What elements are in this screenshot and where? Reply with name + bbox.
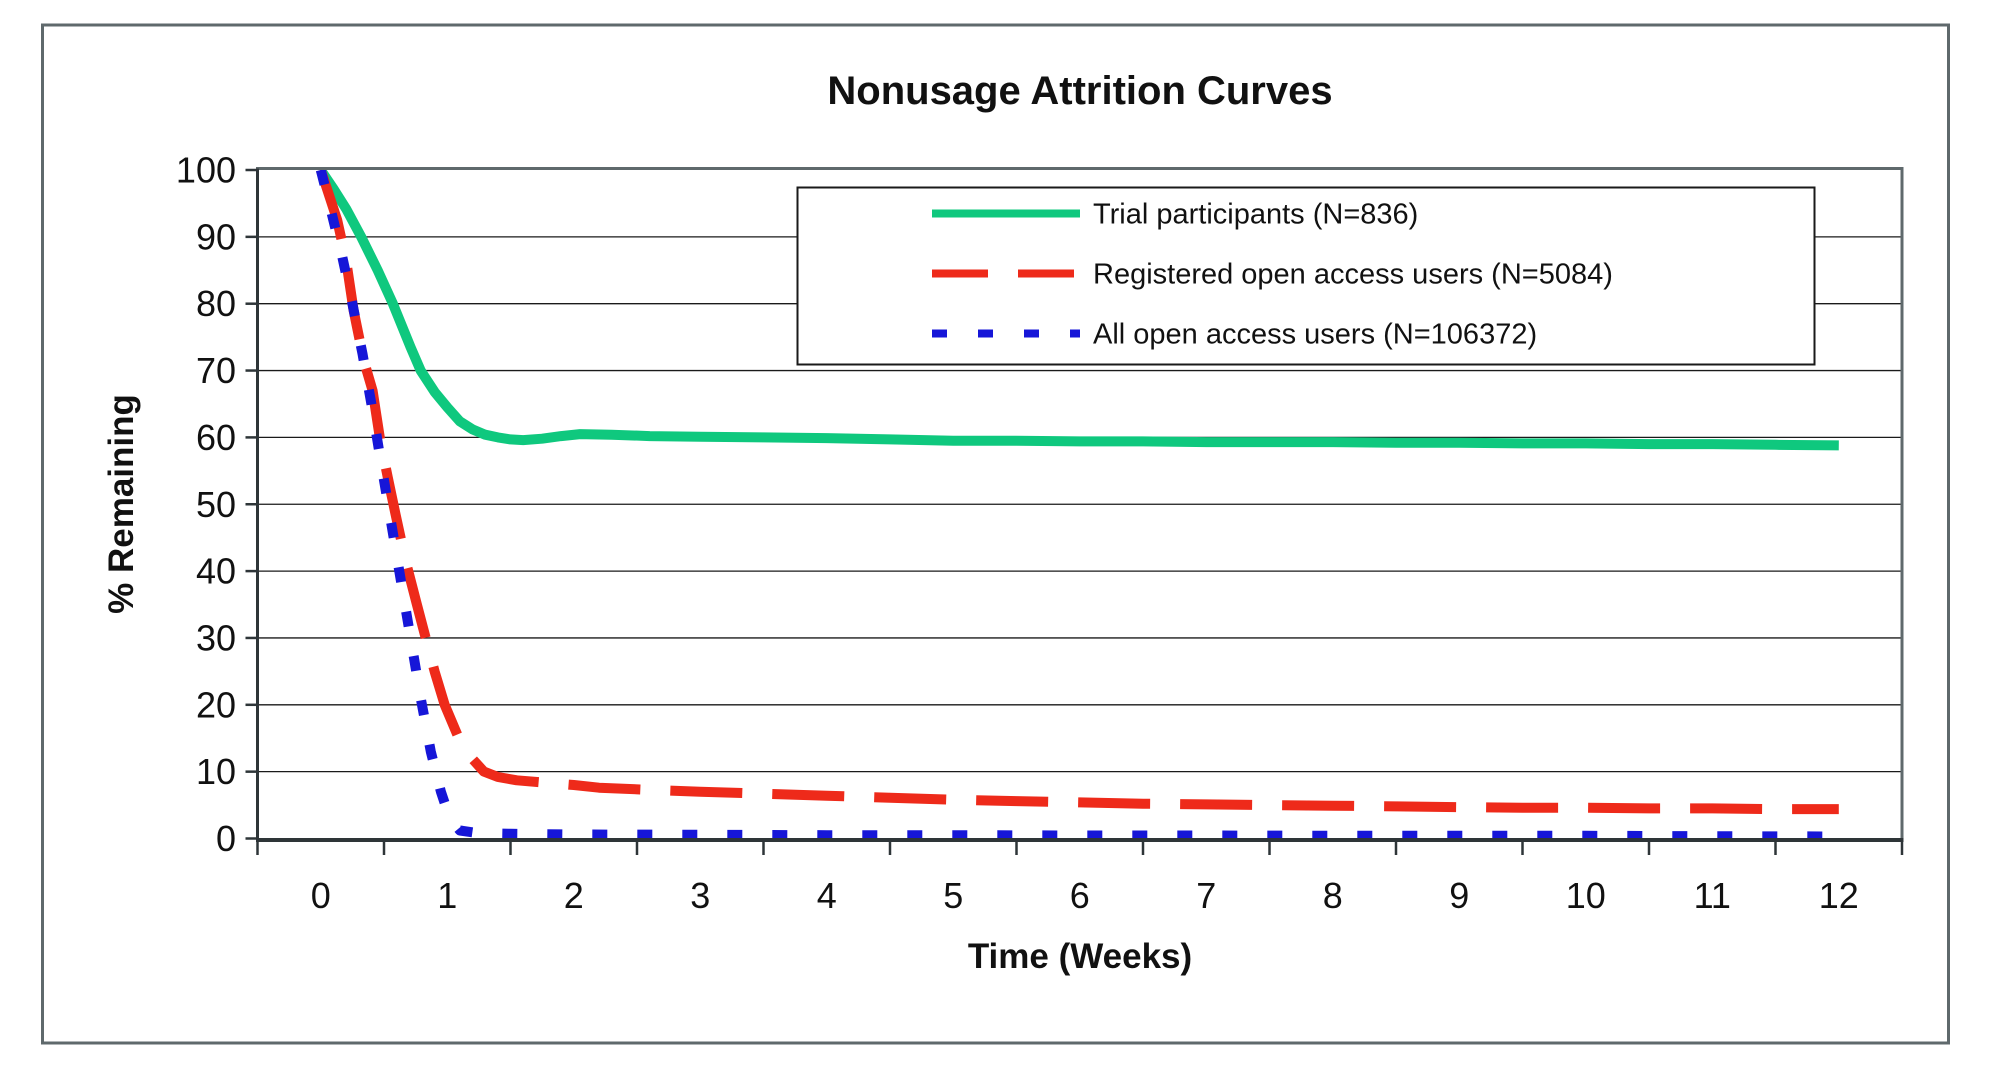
y-tick-label-70: 70 <box>196 350 236 391</box>
x-tick-label-6: 6 <box>1070 875 1090 916</box>
y-tick-label-40: 40 <box>196 551 236 592</box>
y-tick-label-30: 30 <box>196 617 236 658</box>
y-tick-label-90: 90 <box>196 216 236 257</box>
x-tick-label-3: 3 <box>690 875 710 916</box>
legend-label-1: Registered open access users (N=5084) <box>1093 259 1613 291</box>
x-tick-label-7: 7 <box>1196 875 1216 916</box>
y-tick-label-0: 0 <box>216 818 236 859</box>
x-tick-label-5: 5 <box>943 875 963 916</box>
x-tick-label-11: 11 <box>1694 875 1731 916</box>
series-line-2 <box>315 168 1839 842</box>
legend: Trial participants (N=836) Registered ope… <box>796 186 1816 366</box>
y-tick-label-100: 100 <box>176 150 236 191</box>
x-axis-title: Time (Weeks) <box>968 937 1192 976</box>
y-tick-label-80: 80 <box>196 283 236 324</box>
x-tick-label-12: 12 <box>1819 875 1859 916</box>
x-tick-label-2: 2 <box>564 875 584 916</box>
series-lines <box>315 167 1839 842</box>
legend-label-2: All open access users (N=106372) <box>1093 319 1537 351</box>
y-tick-label-60: 60 <box>196 417 236 458</box>
x-tick-label-9: 9 <box>1449 875 1469 916</box>
figure-border <box>41 23 1950 1045</box>
chart-title: Nonusage Attrition Curves <box>827 69 1332 113</box>
x-tick-label-0: 0 <box>311 875 331 916</box>
series-line-1 <box>316 168 1839 815</box>
axis-ticks <box>245 168 1904 855</box>
y-tick-label-50: 50 <box>196 484 236 525</box>
x-tick-label-4: 4 <box>817 875 837 916</box>
x-tick-label-10: 10 <box>1566 875 1606 916</box>
series-line-0 <box>316 167 1839 451</box>
x-tick-label-8: 8 <box>1323 875 1343 916</box>
y-tick-label-20: 20 <box>196 684 236 725</box>
y-axis-title: % Remaining <box>102 394 141 614</box>
legend-label-0: Trial participants (N=836) <box>1093 199 1418 231</box>
x-tick-label-1: 1 <box>437 875 457 916</box>
y-tick-label-10: 10 <box>196 751 236 792</box>
